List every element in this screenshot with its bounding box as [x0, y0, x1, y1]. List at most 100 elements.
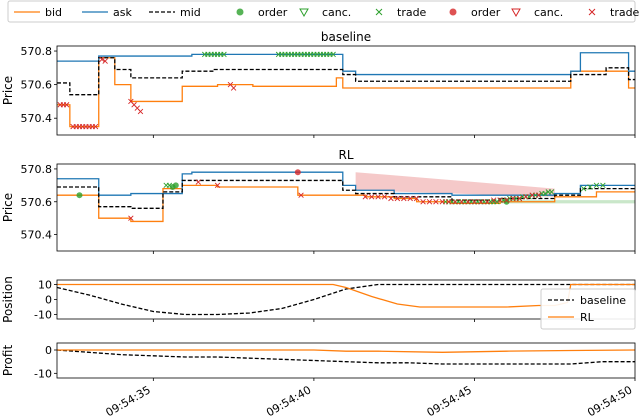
panel-legend-label: RL — [580, 311, 595, 324]
legend-label: order — [471, 6, 501, 19]
trade-marker — [433, 199, 439, 205]
trade-marker — [548, 189, 555, 195]
axes-frame — [56, 45, 636, 136]
panel-legend-label: baseline — [580, 294, 626, 307]
legend-label: trade — [610, 6, 640, 19]
trade-marker — [465, 199, 471, 205]
y-tick-label: -10 — [34, 367, 52, 380]
trade-marker — [63, 102, 70, 108]
legend-swatch — [236, 8, 244, 16]
legend-label: canc. — [534, 6, 563, 19]
trade-marker — [99, 56, 105, 63]
panel-rl: 570.4 570.6 570.8 Price RL — [1, 148, 636, 254]
trade-marker — [490, 197, 497, 203]
legend-label: ask — [113, 6, 132, 19]
trade-marker — [102, 58, 108, 64]
panel-legend: baseline RL — [540, 288, 636, 330]
trade-marker — [452, 199, 458, 205]
trade-marker — [494, 199, 500, 205]
trade-marker — [497, 197, 503, 203]
trade-marker — [587, 184, 593, 190]
order-marker — [294, 169, 301, 176]
trade-marker — [137, 108, 144, 115]
axes-frame — [56, 163, 636, 252]
trade-marker — [523, 194, 529, 200]
series-baseline — [57, 349, 635, 365]
top-legend-box — [7, 0, 636, 23]
trade-marker — [420, 199, 426, 205]
trade-marker — [230, 85, 237, 91]
trade-marker — [298, 192, 304, 198]
trade-marker — [458, 199, 465, 205]
trade-marker — [426, 199, 433, 205]
panel-position: -10 0 10 Position baseline RL — [1, 276, 636, 330]
trade-marker — [446, 199, 452, 205]
y-tick-label: 570.4 — [21, 112, 53, 125]
series-ask — [57, 171, 635, 196]
trade-marker — [407, 195, 413, 202]
y-tick-label: 570.6 — [21, 196, 53, 209]
trade-marker — [394, 195, 401, 202]
x-tick-label: 09:54:35 — [104, 383, 153, 418]
trade-marker — [439, 199, 446, 205]
series-bid — [57, 184, 635, 223]
legend-swatch — [511, 8, 521, 18]
legend-label: trade — [397, 6, 427, 19]
panel-title: RL — [338, 148, 353, 162]
trade-marker — [516, 195, 523, 202]
trade-marker — [542, 190, 548, 197]
trade-marker — [375, 194, 381, 200]
y-tick-label: -10 — [34, 309, 52, 322]
legend-label: mid — [180, 6, 201, 19]
fill-band — [355, 172, 555, 197]
y-tick-label: 570.8 — [21, 45, 53, 58]
y-axis-label: Position — [1, 276, 15, 323]
trade-marker — [388, 195, 394, 202]
y-tick-label: 0 — [45, 344, 52, 357]
y-axis-label: Profit — [1, 345, 15, 377]
trade-marker — [221, 51, 227, 58]
order-marker — [76, 192, 83, 199]
series-baseline — [57, 283, 635, 316]
panel-title: baseline — [321, 30, 371, 44]
legend-label: bid — [45, 6, 62, 19]
trade-marker — [510, 195, 516, 202]
series-mid — [57, 57, 635, 96]
trade-marker — [368, 194, 375, 200]
y-tick-label: 570.4 — [21, 229, 53, 242]
series-ask — [57, 52, 635, 76]
trade-marker — [593, 182, 600, 189]
trade-marker — [535, 192, 542, 198]
series-mid — [57, 179, 635, 209]
legend-swatch — [299, 8, 309, 18]
trade-marker — [401, 195, 407, 202]
legend-swatch — [588, 8, 596, 16]
series-bid — [57, 57, 635, 128]
trade-marker — [471, 199, 478, 205]
panel-profit: -10 0 Profit 09:54:35 09:54:40 09:54:45 09:54:… — [1, 342, 636, 418]
x-tick-label: 09:54:45 — [425, 383, 474, 418]
trade-marker — [580, 185, 587, 192]
legend-label: canc. — [322, 6, 351, 19]
panel-baseline: 570.4 570.6 570.8 Price baseline — [1, 30, 636, 138]
legend-swatch — [449, 8, 457, 16]
trade-marker — [381, 194, 388, 200]
y-tick-label: 10 — [38, 279, 52, 292]
y-tick-label: 0 — [45, 294, 52, 307]
trade-marker — [128, 215, 134, 221]
x-tick-label: 09:54:40 — [264, 383, 313, 418]
trade-marker — [503, 197, 510, 203]
trade-marker — [214, 182, 221, 189]
trade-marker — [484, 199, 491, 205]
series-rl — [57, 349, 635, 353]
trade-marker — [92, 123, 99, 130]
axes-frame — [56, 342, 636, 379]
trade-marker — [529, 192, 535, 198]
legend-label: order — [258, 6, 288, 19]
trade-marker — [166, 182, 173, 189]
trade-marker — [195, 179, 202, 185]
panel-legend-box — [540, 288, 636, 330]
trade-marker — [600, 182, 606, 189]
y-tick-label: 570.8 — [21, 163, 53, 176]
